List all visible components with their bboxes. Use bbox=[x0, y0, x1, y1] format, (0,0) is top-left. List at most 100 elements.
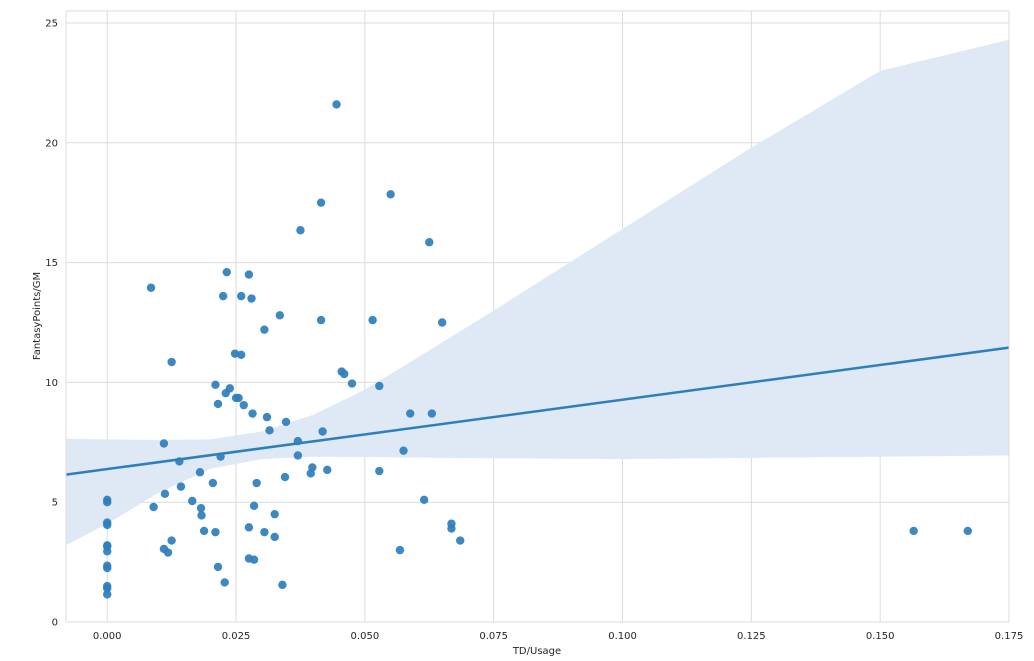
data-point bbox=[163, 548, 173, 557]
data-point bbox=[103, 547, 112, 556]
data-point bbox=[963, 526, 972, 536]
data-point bbox=[159, 439, 169, 448]
y-tick-label: 10 bbox=[45, 378, 58, 389]
data-point bbox=[225, 384, 235, 393]
data-point bbox=[425, 238, 434, 247]
data-point bbox=[103, 563, 112, 573]
y-tick-label: 15 bbox=[45, 258, 58, 269]
data-point bbox=[213, 562, 223, 572]
data-point bbox=[103, 590, 112, 599]
y-tick-label: 0 bbox=[52, 618, 58, 629]
data-point bbox=[296, 226, 305, 235]
x-tick-labels: 0.000 0.025 0.050 0.075 0.100 0.125 0.150 0.175 bbox=[93, 631, 1023, 642]
x-tick-label: 0.100 bbox=[608, 631, 637, 642]
data-point bbox=[175, 457, 184, 466]
data-point bbox=[278, 580, 287, 590]
y-tick-label: 5 bbox=[52, 498, 58, 509]
data-point bbox=[395, 545, 405, 555]
data-point bbox=[270, 532, 279, 542]
data-point bbox=[237, 291, 246, 301]
data-point bbox=[249, 555, 259, 564]
data-point bbox=[260, 527, 269, 537]
data-point bbox=[103, 497, 112, 507]
data-point bbox=[437, 318, 447, 327]
data-point bbox=[244, 523, 254, 532]
data-point bbox=[406, 409, 415, 418]
data-point bbox=[199, 526, 209, 536]
data-point bbox=[211, 380, 220, 389]
x-axis-label: TD/Usage bbox=[512, 646, 561, 657]
x-tick-label: 0.050 bbox=[351, 631, 380, 642]
data-point bbox=[316, 315, 326, 325]
data-point bbox=[275, 311, 285, 320]
data-point bbox=[220, 578, 229, 587]
data-point bbox=[318, 427, 327, 436]
data-point bbox=[270, 509, 279, 519]
x-tick-label: 0.150 bbox=[866, 631, 895, 642]
data-point bbox=[456, 536, 465, 545]
data-point bbox=[368, 315, 377, 325]
data-point bbox=[222, 267, 231, 277]
data-point bbox=[237, 350, 246, 360]
data-point bbox=[216, 452, 225, 461]
y-tick-label: 25 bbox=[45, 18, 58, 29]
data-point bbox=[167, 357, 176, 367]
data-points bbox=[103, 100, 972, 599]
data-point bbox=[244, 270, 254, 279]
data-point bbox=[316, 198, 326, 207]
data-point bbox=[252, 478, 261, 488]
data-point bbox=[419, 495, 429, 504]
data-point bbox=[262, 412, 272, 422]
data-point bbox=[197, 511, 206, 520]
data-point bbox=[447, 524, 456, 533]
data-point bbox=[323, 465, 332, 475]
data-point bbox=[103, 584, 112, 593]
data-point bbox=[188, 496, 197, 506]
data-point bbox=[167, 536, 176, 545]
data-point bbox=[149, 502, 158, 512]
x-tick-label: 0.075 bbox=[479, 631, 508, 642]
plot-frame bbox=[65, 10, 1010, 623]
data-point bbox=[375, 381, 384, 391]
data-point bbox=[293, 436, 303, 446]
data-point bbox=[208, 478, 218, 488]
data-point bbox=[211, 527, 220, 537]
data-point bbox=[340, 369, 349, 379]
data-point bbox=[909, 526, 918, 536]
data-point bbox=[176, 482, 186, 491]
x-tick-label: 0.125 bbox=[737, 631, 766, 642]
data-point bbox=[260, 325, 269, 334]
data-point bbox=[146, 283, 156, 292]
data-point bbox=[218, 291, 228, 301]
data-point bbox=[427, 409, 437, 418]
confidence-band bbox=[66, 39, 1009, 546]
y-axis-label: FantasyPoints/GM bbox=[32, 272, 43, 360]
data-point bbox=[196, 503, 206, 513]
data-point bbox=[265, 426, 274, 435]
data-point bbox=[247, 294, 256, 303]
data-point bbox=[213, 399, 223, 409]
data-point bbox=[386, 190, 395, 199]
data-point bbox=[375, 466, 384, 476]
data-point bbox=[234, 393, 243, 403]
data-point bbox=[195, 468, 205, 477]
data-point bbox=[103, 520, 112, 530]
data-point bbox=[347, 379, 357, 388]
confidence-band-area bbox=[66, 39, 1009, 546]
x-tick-label: 0.175 bbox=[995, 631, 1024, 642]
x-tick-label: 0.025 bbox=[222, 631, 251, 642]
data-point bbox=[399, 446, 408, 455]
data-point bbox=[249, 501, 259, 510]
x-tick-label: 0.000 bbox=[93, 631, 122, 642]
data-point bbox=[293, 451, 303, 460]
data-point bbox=[281, 417, 291, 427]
y-tick-labels: 0 5 10 15 20 25 bbox=[45, 18, 58, 628]
data-point bbox=[160, 489, 170, 499]
data-point bbox=[248, 409, 257, 418]
data-point bbox=[308, 463, 317, 472]
data-point bbox=[280, 472, 290, 482]
data-point bbox=[332, 100, 341, 109]
y-tick-label: 20 bbox=[45, 138, 58, 149]
data-point bbox=[239, 400, 248, 410]
